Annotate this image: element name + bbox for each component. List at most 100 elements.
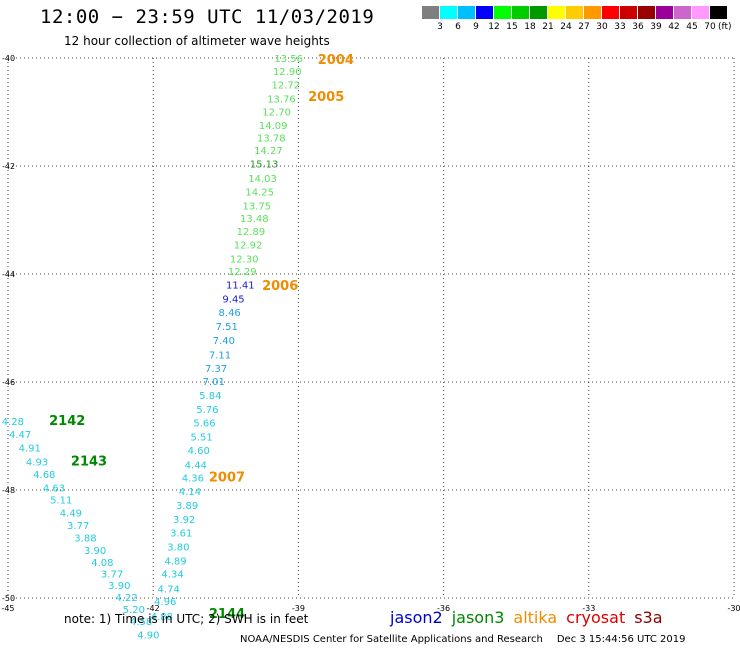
color-scale-label: 30	[596, 22, 608, 32]
wave-height-value: 5.20	[123, 605, 145, 616]
satellite-pass-label: 2144	[209, 607, 245, 622]
wave-height-value: 5.51	[190, 433, 212, 444]
map-grid	[7, 57, 735, 599]
latitude-tick-label: -48	[2, 486, 15, 495]
color-swatch	[602, 6, 620, 19]
wave-height-value: 12.70	[262, 107, 291, 118]
color-swatch	[548, 6, 566, 19]
color-swatch	[674, 6, 692, 19]
wave-height-value: 4.36	[182, 474, 204, 485]
wave-height-value: 3.61	[170, 529, 192, 540]
wave-height-value: 4.44	[185, 461, 207, 472]
legend-item-altika: altika	[513, 608, 558, 627]
longitude-tick-label: -39	[292, 604, 305, 613]
wave-height-value: 7.11	[209, 350, 231, 361]
wave-height-value: 4.93	[26, 457, 48, 468]
latitude-tick-label: -40	[2, 54, 15, 63]
color-swatch	[656, 6, 674, 19]
color-scale-label: 45	[686, 22, 698, 32]
wave-height-value: 4.28	[2, 417, 24, 428]
wave-height-value: 4.68	[33, 470, 55, 481]
color-swatch	[692, 6, 710, 19]
legend-item-cryosat: cryosat	[566, 608, 626, 627]
color-swatch	[638, 6, 656, 19]
color-scale-label: 42	[668, 22, 680, 32]
wave-height-value: 9.45	[222, 294, 244, 305]
wave-height-value: 4.96	[154, 597, 176, 608]
satellite-pass-label: 2142	[49, 414, 85, 429]
wave-height-value: 3.92	[173, 515, 195, 526]
wave-height-value: 3.80	[167, 543, 189, 554]
color-swatch	[584, 6, 602, 19]
color-swatch	[494, 6, 512, 19]
wave-height-value: 5.76	[196, 405, 218, 416]
wave-height-value: 4.91	[19, 443, 41, 454]
color-swatch	[710, 6, 728, 19]
longitude-tick-label: -36	[437, 604, 450, 613]
wave-height-value: 8.46	[219, 308, 241, 319]
color-swatch	[440, 6, 458, 19]
legend-item-jason3: jason3	[451, 608, 505, 627]
wave-height-value: 12.30	[230, 254, 259, 265]
satellite-pass-label: 2005	[308, 90, 344, 105]
page-title: 12:00 − 23:59 UTC 11/03/2019	[40, 6, 375, 28]
color-scale-label: 36	[632, 22, 644, 32]
latitude-tick-label: -44	[2, 270, 15, 279]
wave-height-value: 3.90	[108, 581, 130, 592]
units-note: note: 1) Time is in UTC; 2) SWH is in fe…	[64, 612, 309, 626]
wave-height-value: 3.77	[67, 521, 89, 532]
color-scale-label: 27	[578, 22, 590, 32]
color-swatch	[512, 6, 530, 19]
footer-credit: NOAA/NESDIS Center for Satellite Applica…	[240, 634, 685, 645]
wave-height-value: 4.58	[130, 617, 152, 628]
page-subtitle: 12 hour collection of altimeter wave hei…	[64, 34, 330, 48]
wave-height-value: 3.90	[84, 546, 106, 557]
color-scale-label: 70	[704, 22, 716, 32]
color-swatch	[566, 6, 584, 19]
color-swatch	[620, 6, 638, 19]
wave-height-value: 13.78	[257, 133, 286, 144]
wave-height-value: 7.51	[216, 322, 238, 333]
color-swatch	[530, 6, 548, 19]
wave-height-value: 4.34	[161, 570, 183, 581]
wave-height-value: 5.66	[193, 419, 215, 430]
color-scale-label: 24	[560, 22, 572, 32]
wave-height-value: 14.09	[259, 121, 288, 132]
wave-height-value: 4.49	[60, 509, 82, 520]
color-swatch	[422, 6, 440, 19]
wave-height-value: 14.25	[245, 187, 274, 198]
satellite-pass-label: 2004	[318, 53, 354, 68]
wave-height-value: 12.72	[271, 80, 300, 91]
wave-height-value: 13.76	[267, 95, 296, 106]
wave-height-value: 12.29	[228, 267, 257, 278]
timestamp-text: Dec 3 15:44:56 UTC 2019	[556, 634, 686, 645]
color-scale-label: 6	[455, 22, 461, 32]
wave-height-value: 3.88	[74, 534, 96, 545]
wave-height-value: 12.89	[237, 227, 266, 238]
latitude-tick-label: -46	[2, 378, 15, 387]
wave-height-value: 7.01	[203, 377, 225, 388]
longitude-tick-label: -45	[1, 604, 14, 613]
wave-height-value: 7.37	[205, 364, 227, 375]
wave-height-value: 4.89	[164, 557, 186, 568]
color-scale-label: 12	[488, 22, 500, 32]
color-scale-unit: (ft)	[718, 22, 732, 32]
wave-height-value: 12.90	[273, 67, 302, 78]
wave-height-value: 3.89	[176, 501, 198, 512]
satellite-pass-label: 2143	[71, 454, 107, 469]
wave-height-value: 11.41	[226, 280, 255, 291]
wave-height-value: 14.27	[254, 146, 283, 157]
wave-height-value: 4.60	[188, 446, 210, 457]
wave-height-value: 4.14	[179, 487, 201, 498]
wave-height-value: 7.40	[213, 336, 235, 347]
wave-height-value: 13.56	[274, 54, 303, 65]
wave-height-value: 14.03	[248, 174, 277, 185]
wave-height-value: 13.48	[240, 214, 269, 225]
wave-height-value: 3.77	[101, 570, 123, 581]
color-scale-label: 15	[506, 22, 518, 32]
satellite-legend: jason2 jason3 altika cryosat s3a	[390, 608, 672, 627]
wave-height-value: 4.22	[115, 593, 137, 604]
wave-height-value: 12.92	[234, 240, 263, 251]
